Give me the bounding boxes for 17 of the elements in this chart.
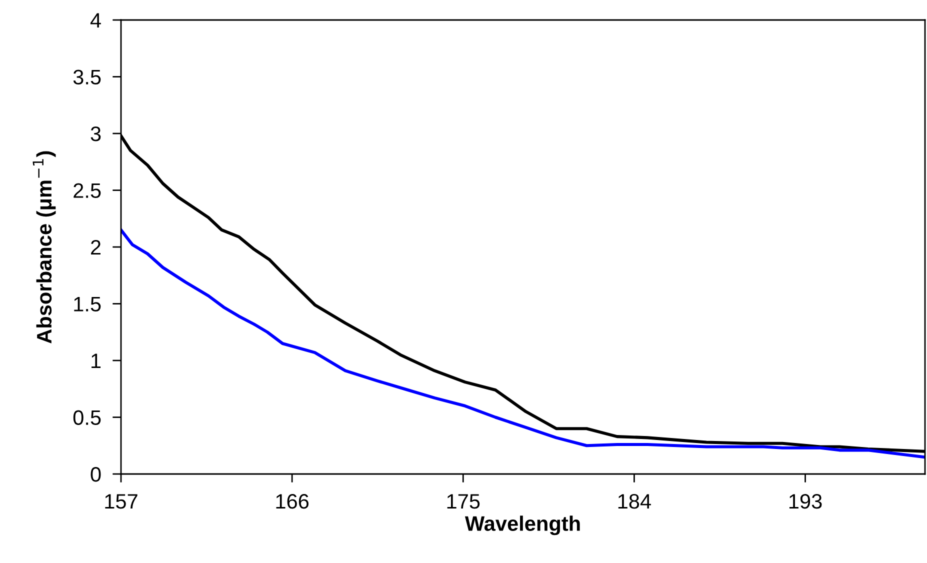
y-tick-label: 1	[92, 354, 101, 368]
x-tick-label: 157	[105, 494, 138, 509]
x-axis-title: Wavelength	[464, 516, 580, 536]
y-tick-label: 0.5	[73, 410, 101, 426]
x-tick-label: 166	[276, 494, 309, 509]
y-tick-label: 0	[90, 467, 101, 482]
x-tick-label: 193	[789, 494, 822, 509]
y-tick-label: 4	[90, 13, 101, 28]
line-series	[121, 228, 925, 459]
y-tick-label: 2	[91, 240, 101, 255]
x-tick-label: 175	[447, 494, 480, 509]
y-tick-label: 1.5	[74, 296, 101, 312]
y-tick-label: 3.5	[73, 70, 101, 85]
y-tick-label: 2.5	[74, 183, 101, 198]
y-tick-label: 3	[90, 126, 101, 142]
y-axis-title: Absorbance (μm$^{−1}$)	[32, 151, 56, 344]
x-tick-label: 184	[618, 494, 651, 509]
